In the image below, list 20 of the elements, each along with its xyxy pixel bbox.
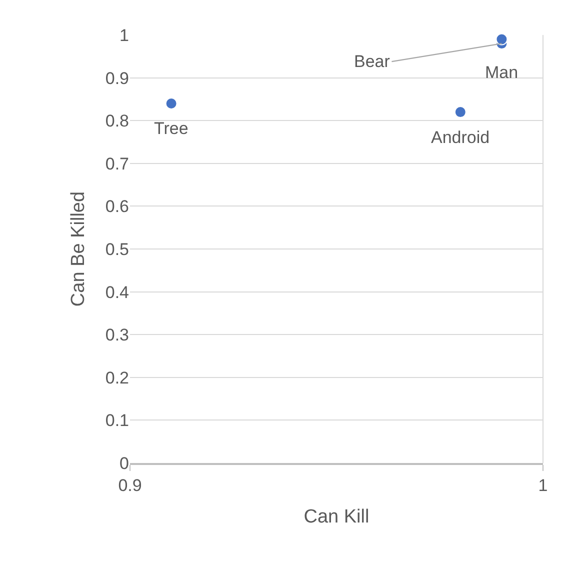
y-tick-label: 1 [120,26,129,45]
y-tick-label: 0.5 [105,240,129,259]
annotation: Bear [354,52,390,71]
y-tick-label: 0.3 [105,326,129,345]
y-tick-label: 0.4 [105,282,129,302]
y-axis-title: Can Be Killed [68,191,90,307]
y-tick-label: 0.6 [105,197,129,216]
y-tick-label: 0 [120,454,129,473]
y-tick-label: 0.1 [105,411,129,430]
y-tick-label: 0.7 [105,154,129,174]
y-tick-label: 0.8 [105,112,129,131]
annotation: Man [485,63,518,82]
y-tick-label: 0.2 [105,368,129,388]
point [496,33,508,46]
y-tick-label: 0.9 [105,68,129,88]
x-axis-title: Can Kill [304,506,370,528]
annotation: Tree [154,119,188,138]
point [454,106,466,118]
annotation: Android [431,128,490,147]
point [165,97,178,110]
